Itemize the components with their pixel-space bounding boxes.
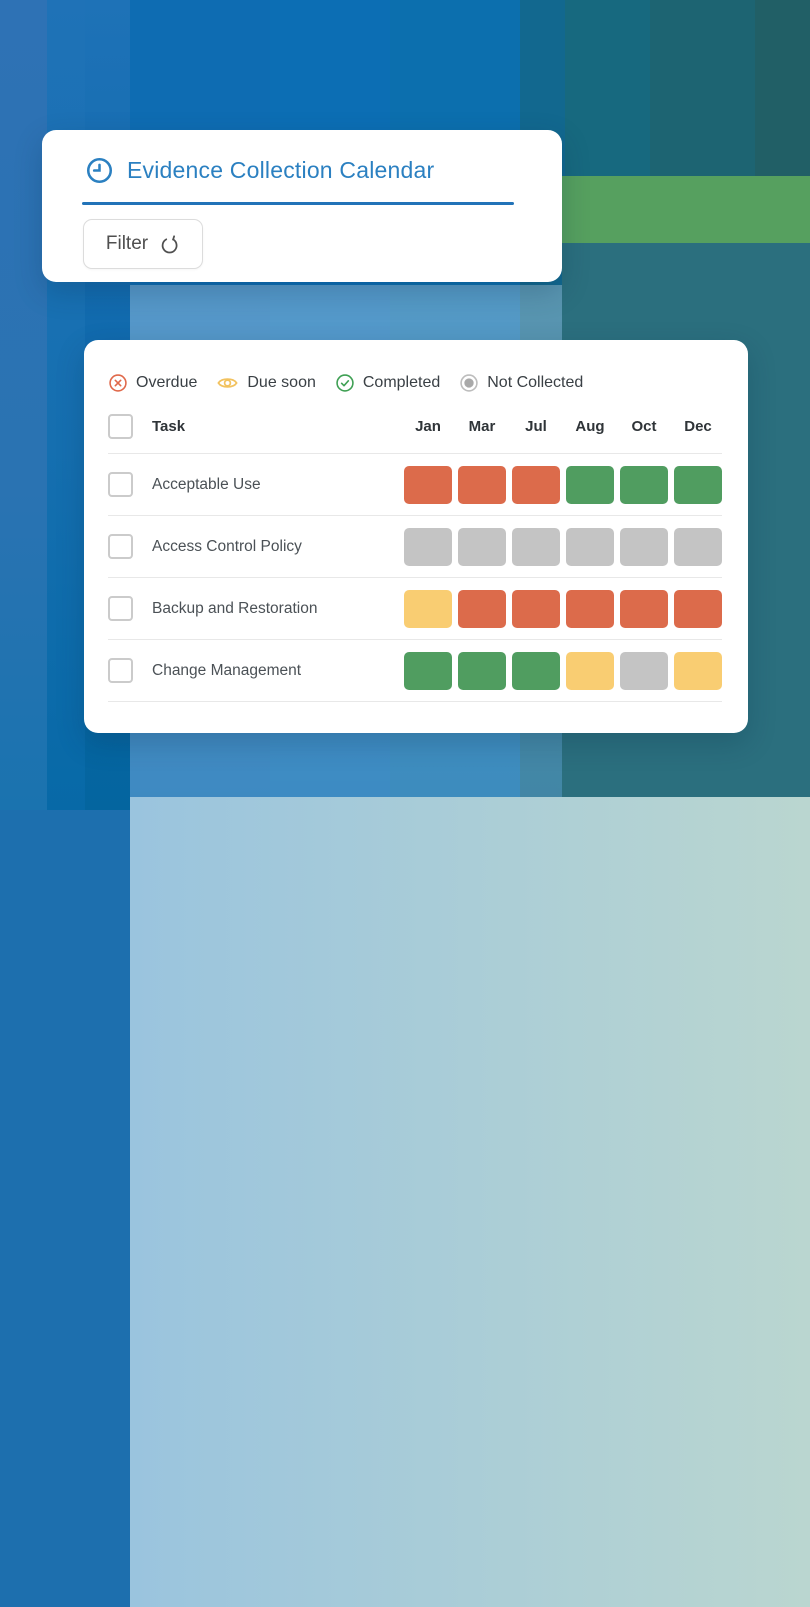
page-title: Evidence Collection Calendar <box>127 157 435 183</box>
status-cell-jul-overdue[interactable] <box>512 589 560 628</box>
row-checkbox[interactable] <box>108 472 133 497</box>
dot-circle-icon <box>459 373 479 393</box>
status-legend: Overdue Due soon Completed <box>108 372 722 394</box>
task-name: Acceptable Use <box>152 475 261 493</box>
task-column-header: Task <box>152 417 186 435</box>
refresh-icon <box>159 234 180 255</box>
legend-label: Not Collected <box>487 374 584 391</box>
status-cell-jul-not_collected[interactable] <box>512 527 560 566</box>
task-name: Backup and Restoration <box>152 599 318 617</box>
table-row: Backup and Restoration <box>108 577 722 639</box>
task-table-body: Acceptable Use Access Control Policy Backu… <box>108 453 722 702</box>
month-header-oct: Oct <box>631 417 657 435</box>
row-checkbox[interactable] <box>108 534 133 559</box>
status-cells <box>404 465 722 504</box>
status-cell-oct-not_collected[interactable] <box>620 527 668 566</box>
table-row: Acceptable Use <box>108 453 722 515</box>
background-bottom-strip <box>130 797 810 1607</box>
status-cell-aug-due_soon[interactable] <box>566 651 614 690</box>
legend-item-overdue: Overdue <box>108 373 197 393</box>
month-header-jan: Jan <box>415 417 441 435</box>
month-header-dec: Dec <box>684 417 712 435</box>
title-card: Evidence Collection Calendar Filter <box>42 130 562 282</box>
status-cell-jul-overdue[interactable] <box>512 465 560 504</box>
legend-label: Overdue <box>136 374 198 391</box>
status-cell-oct-completed[interactable] <box>620 465 668 504</box>
status-cell-mar-completed[interactable] <box>458 651 506 690</box>
eye-icon <box>216 373 239 393</box>
legend-label: Due soon <box>247 374 316 391</box>
status-cell-dec-not_collected[interactable] <box>674 527 722 566</box>
task-name: Change Management <box>152 661 302 679</box>
status-cell-aug-not_collected[interactable] <box>566 527 614 566</box>
legend-label: Completed <box>362 374 441 391</box>
status-cell-dec-overdue[interactable] <box>674 589 722 628</box>
select-all-checkbox[interactable] <box>108 413 133 439</box>
x-circle-icon <box>108 373 128 393</box>
month-header-aug: Aug <box>575 417 605 435</box>
table-header-row: Task Jan Mar Jul Aug Oct Dec <box>108 399 722 453</box>
table-row: Change Management <box>108 639 722 701</box>
status-cells <box>404 651 722 690</box>
status-cell-jan-completed[interactable] <box>404 651 452 690</box>
status-cell-jan-not_collected[interactable] <box>404 527 452 566</box>
status-cell-mar-overdue[interactable] <box>458 589 506 628</box>
month-headers: Jan Mar Jul Aug Oct Dec <box>404 418 722 435</box>
title-row: Evidence Collection Calendar <box>85 156 562 185</box>
legend-item-completed: Completed <box>335 373 440 393</box>
status-cell-mar-not_collected[interactable] <box>458 527 506 566</box>
background-tile <box>47 0 85 810</box>
background-tile <box>0 0 47 810</box>
status-cell-dec-due_soon[interactable] <box>674 651 722 690</box>
clock-icon <box>85 156 114 185</box>
status-cells <box>404 589 722 628</box>
status-cell-jul-completed[interactable] <box>512 651 560 690</box>
task-name: Access Control Policy <box>152 537 302 555</box>
title-underline <box>82 202 514 205</box>
row-checkbox[interactable] <box>108 658 133 683</box>
status-cell-jan-due_soon[interactable] <box>404 589 452 628</box>
status-cell-dec-completed[interactable] <box>674 465 722 504</box>
status-cell-aug-overdue[interactable] <box>566 589 614 628</box>
row-checkbox[interactable] <box>108 596 133 621</box>
legend-item-due-soon: Due soon <box>216 373 316 393</box>
month-header-jul: Jul <box>525 417 547 435</box>
filter-button-label: Filter <box>105 233 149 254</box>
month-header-mar: Mar <box>468 417 496 435</box>
filter-button[interactable]: Filter <box>83 219 203 269</box>
check-circle-icon <box>335 373 355 393</box>
legend-item-not-collected: Not Collected <box>459 373 583 393</box>
status-cell-oct-not_collected[interactable] <box>620 651 668 690</box>
table-row: Access Control Policy <box>108 515 722 577</box>
evidence-calendar-card: Overdue Due soon Completed <box>84 340 748 733</box>
status-cell-mar-overdue[interactable] <box>458 465 506 504</box>
status-cell-jan-overdue[interactable] <box>404 465 452 504</box>
status-cells <box>404 527 722 566</box>
status-cell-aug-completed[interactable] <box>566 465 614 504</box>
status-cell-oct-overdue[interactable] <box>620 589 668 628</box>
